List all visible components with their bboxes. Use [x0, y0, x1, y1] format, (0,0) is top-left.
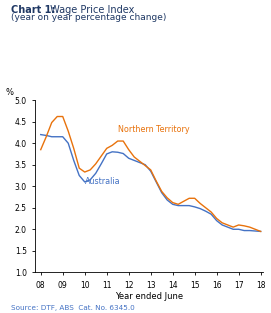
- Text: %: %: [6, 88, 14, 97]
- Text: Chart 1:: Chart 1:: [11, 5, 55, 15]
- Text: Australia: Australia: [85, 177, 120, 186]
- Text: Northern Territory: Northern Territory: [118, 126, 189, 135]
- Text: Source: DTF, ABS  Cat. No. 6345.0: Source: DTF, ABS Cat. No. 6345.0: [11, 305, 135, 311]
- X-axis label: Year ended June: Year ended June: [115, 292, 183, 301]
- Text: (year on year percentage change): (year on year percentage change): [11, 13, 166, 22]
- Text: Wage Price Index: Wage Price Index: [47, 5, 135, 15]
